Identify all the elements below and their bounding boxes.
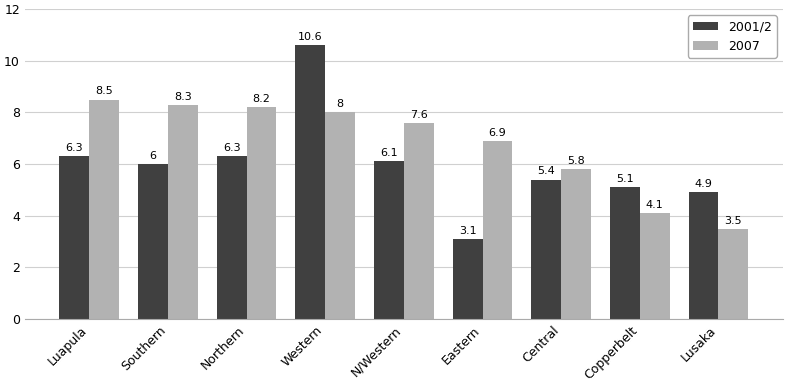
Bar <box>89 100 119 319</box>
Text: 6.3: 6.3 <box>65 143 83 153</box>
Bar <box>610 187 640 319</box>
Text: 5.8: 5.8 <box>567 156 585 166</box>
Text: 3.5: 3.5 <box>725 215 742 225</box>
Text: 5.1: 5.1 <box>616 174 634 184</box>
Text: 8.3: 8.3 <box>174 91 192 102</box>
Text: 6: 6 <box>150 151 157 161</box>
Text: 10.6: 10.6 <box>298 32 323 42</box>
Bar <box>216 156 246 319</box>
Text: 8: 8 <box>337 99 344 109</box>
Bar <box>138 164 168 319</box>
Text: 8.5: 8.5 <box>95 86 113 96</box>
Bar <box>482 141 512 319</box>
Text: 4.9: 4.9 <box>695 179 712 190</box>
Bar <box>404 123 434 319</box>
Bar <box>168 105 198 319</box>
Bar <box>640 213 670 319</box>
Text: 6.1: 6.1 <box>380 148 397 158</box>
Text: 6.9: 6.9 <box>489 128 506 138</box>
Bar <box>689 193 719 319</box>
Bar <box>453 239 482 319</box>
Text: 8.2: 8.2 <box>253 94 271 104</box>
Bar <box>531 179 561 319</box>
Bar <box>719 229 748 319</box>
Text: 3.1: 3.1 <box>459 226 476 236</box>
Bar <box>561 169 591 319</box>
Legend: 2001/2, 2007: 2001/2, 2007 <box>688 15 777 58</box>
Bar <box>59 156 89 319</box>
Bar <box>374 161 404 319</box>
Text: 4.1: 4.1 <box>646 200 663 210</box>
Bar <box>246 107 276 319</box>
Bar <box>325 112 355 319</box>
Bar <box>295 45 325 319</box>
Text: 6.3: 6.3 <box>223 143 240 153</box>
Text: 5.4: 5.4 <box>538 166 555 176</box>
Text: 7.6: 7.6 <box>410 110 427 120</box>
